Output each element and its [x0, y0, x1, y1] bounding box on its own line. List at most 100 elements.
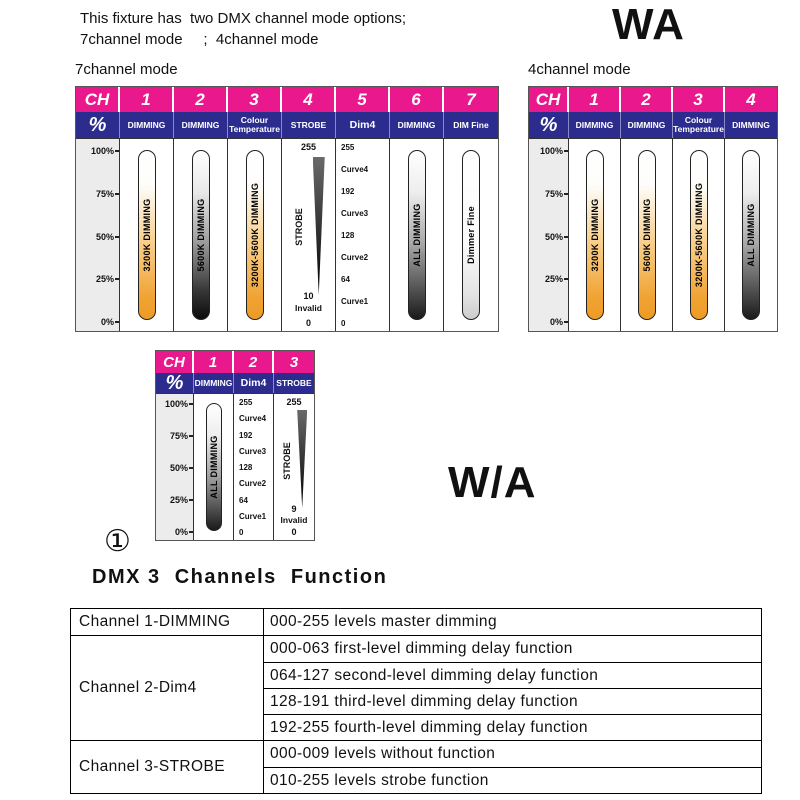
mode7-channel-2: 2 — [174, 87, 228, 112]
mode4-percent-label: % — [529, 112, 569, 138]
mode3-function-3: STROBE — [274, 373, 314, 393]
mode7-function-7: DIM Fine — [444, 112, 498, 138]
channel-entries: 000-063 first-level dimming delay functi… — [264, 636, 761, 740]
percent-tick: 100% — [540, 146, 568, 156]
mode7-ch1-cell: 3200K DIMMING — [120, 139, 174, 331]
wa-slash-label: W/A — [448, 458, 537, 507]
mode3-body-row: 100% 75% 50% 25% 0% ALL DIMMING 255 Curv… — [156, 393, 314, 540]
dim4-scale-value: Curve4 — [341, 165, 369, 174]
strobe-low-value: 10 — [303, 291, 314, 301]
dim4-scale-value: Curve3 — [341, 209, 369, 218]
mode7-ch2-cell: 5600K DIMMING — [174, 139, 228, 331]
mode7-function-6: DIMMING — [390, 112, 444, 138]
mode7-title: 7channel mode — [75, 61, 178, 78]
mode7-channel-1: 1 — [120, 87, 174, 112]
mode7-function-5: Dim4 — [336, 112, 390, 138]
mode4-function-row: % DIMMING DIMMING Colour Temperature DIM… — [529, 112, 777, 138]
mode4-title: 4channel mode — [528, 61, 631, 78]
dim4-scale-value: Curve3 — [239, 446, 267, 456]
percent-tick: 50% — [170, 463, 193, 473]
table-row: Channel 2-Dim4 000-063 first-level dimmi… — [71, 635, 761, 740]
mode3-function-row: % DIMMING Dim4 STROBE — [156, 373, 314, 393]
percent-tick: 50% — [545, 232, 568, 242]
colour-temperature-bar: 3200K-5600K DIMMING — [689, 150, 708, 320]
function-entry: 128-191 third-level dimming delay functi… — [264, 688, 761, 714]
mode4-ch1-cell: 3200K DIMMING — [569, 139, 621, 331]
strobe-wedge-shape — [297, 410, 308, 508]
percent-tick: 100% — [91, 146, 119, 156]
bar-label: 5600K DIMMING — [641, 198, 652, 272]
percent-tick: 25% — [170, 495, 193, 505]
channel-name-cell: Channel 3-STROBE — [71, 741, 264, 793]
mode7-channel-6: 6 — [390, 87, 444, 112]
mode4-function-2: DIMMING — [621, 112, 673, 138]
bar-label: 5600K DIMMING — [195, 198, 206, 272]
mode3-channel-2: 2 — [234, 351, 274, 373]
bar-label: 3200K DIMMING — [589, 198, 600, 272]
mode3-header-row: CH 1 2 3 — [156, 351, 314, 373]
function-entry: 000-009 levels without function — [270, 745, 496, 762]
dim4-scale-value: 255 — [341, 143, 355, 152]
percent-tick: 50% — [96, 232, 119, 242]
percent-tick: 100% — [165, 399, 193, 409]
bar-label: 3200K-5600K DIMMING — [249, 182, 260, 288]
mode7-header-row: CH 1 2 3 4 5 6 7 — [76, 87, 498, 112]
strobe-max-value: 255 — [300, 142, 317, 152]
all-dimming-bar: ALL DIMMING — [742, 150, 760, 320]
channel-name-cell: Channel 2-Dim4 — [71, 636, 264, 740]
strobe-label: STROBE — [293, 208, 304, 247]
channel-entries: 000-009 levels without function 010-255 … — [264, 741, 761, 793]
dim4-scale-value: 64 — [239, 495, 248, 505]
percent-tick: 0% — [175, 527, 193, 537]
percent-tick: 75% — [170, 431, 193, 441]
all-dimming-bar: ALL DIMMING — [205, 403, 222, 531]
function-entry: 064-127 second-level dimming delay funct… — [264, 662, 761, 688]
mode4-ch4-cell: ALL DIMMING — [725, 139, 777, 331]
mode7-ch3-cell: 3200K-5600K DIMMING — [228, 139, 282, 331]
dimming-bar-3200k: 3200K DIMMING — [585, 150, 604, 320]
dim4-scale-value: Curve4 — [239, 414, 267, 424]
dimmer-fine-bar: Dimmer Fine — [462, 150, 480, 320]
mode4-percent-scale: 100% 75% 50% 25% 0% — [529, 139, 569, 331]
mode4-function-4: DIMMING — [725, 112, 777, 138]
mode7-function-3: Colour Temperature — [228, 112, 282, 138]
mode7-channel-4: 4 — [282, 87, 336, 112]
percent-tick: 75% — [96, 189, 119, 199]
mode7-ch7-cell: Dimmer Fine — [444, 139, 498, 331]
mode3-table: CH 1 2 3 % DIMMING Dim4 STROBE 100% 75% … — [155, 350, 315, 541]
mode4-function-3: Colour Temperature — [673, 112, 725, 138]
mode3-dim4-scale: 255 Curve4 192 Curve3 128 Curve2 64 Curv… — [234, 394, 274, 540]
dim4-scale-value: Curve1 — [341, 297, 369, 306]
dimming-bar-3200k: 3200K DIMMING — [137, 150, 156, 320]
dmx3-function-table: Channel 1-DIMMING 000-255 levels master … — [70, 608, 762, 794]
all-dimming-bar: ALL DIMMING — [407, 150, 426, 320]
dim4-scale-value: Curve2 — [239, 479, 267, 489]
table-row: Channel 1-DIMMING 000-255 levels master … — [71, 609, 761, 635]
dim4-scale-value: 192 — [341, 187, 355, 196]
mode4-ch3-cell: 3200K-5600K DIMMING — [673, 139, 725, 331]
bar-label: Dimmer Fine — [466, 206, 476, 264]
function-entry: 010-255 levels strobe function — [264, 767, 761, 793]
mode7-channel-7: 7 — [444, 87, 498, 112]
mode7-ch6-cell: ALL DIMMING — [390, 139, 444, 331]
table-row: Channel 3-STROBE 000-009 levels without … — [71, 740, 761, 793]
mode4-table: CH 1 2 3 4 % DIMMING DIMMING Colour Temp… — [528, 86, 778, 332]
mode3-ch1-cell: ALL DIMMING — [194, 394, 234, 540]
dim4-scale-value: Curve1 — [239, 511, 267, 521]
mode4-ch-label: CH — [529, 87, 569, 112]
mode7-ch-label: CH — [76, 87, 120, 112]
strobe-zero-value: 0 — [305, 318, 311, 328]
dimming-bar-5600k: 5600K DIMMING — [637, 150, 656, 320]
bar-label: 3200K DIMMING — [141, 198, 152, 272]
mode3-function-2: Dim4 — [234, 373, 274, 393]
mode7-dim4-scale: 255 Curve4 192 Curve3 128 Curve2 64 Curv… — [336, 139, 390, 331]
strobe-zero-value: 0 — [291, 527, 297, 537]
wa-label: WA — [612, 0, 685, 49]
mode7-channel-5: 5 — [336, 87, 390, 112]
dim4-scale-value: 128 — [341, 231, 355, 240]
mode3-percent-label: % — [156, 373, 194, 393]
mode7-channel-3: 3 — [228, 87, 282, 112]
mode3-channel-1: 1 — [194, 351, 234, 373]
percent-tick: 25% — [96, 274, 119, 284]
mode7-percent-scale: 100% 75% 50% 25% 0% — [76, 139, 120, 331]
